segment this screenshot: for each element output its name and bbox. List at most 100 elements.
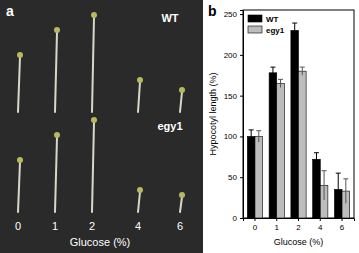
error-cap	[314, 152, 319, 153]
seedling-wt-cotyledon	[54, 27, 60, 33]
x-tick-mark	[254, 218, 255, 221]
seedling-wt-cotyledon	[179, 87, 185, 93]
x-tick-mark	[276, 218, 277, 221]
error-cap	[343, 178, 348, 179]
y-tick-label: 250	[224, 10, 238, 19]
seedling-wt-cotyledon	[137, 77, 143, 83]
x-tick: 2	[296, 218, 301, 232]
y-tick-mark	[240, 136, 243, 137]
x-tick-mark	[298, 218, 299, 221]
photo-x-label: 1	[52, 220, 58, 232]
y-tick: 200	[224, 51, 243, 60]
x-tick-mark	[342, 218, 343, 221]
y-tick-label: 200	[224, 51, 238, 60]
error-cap	[249, 129, 254, 130]
seedling-mutant	[18, 162, 20, 212]
x-tick: 4	[318, 218, 323, 232]
seedling-wt	[180, 92, 182, 112]
x-tick-label: 1	[275, 223, 280, 232]
error-cap	[278, 79, 283, 80]
y-tick-label: 50	[228, 173, 237, 182]
x-axis-title: Glucose (%)	[274, 237, 324, 247]
x-tick-label: 4	[318, 223, 323, 232]
y-axis-line	[240, 11, 244, 219]
row-label: egy1	[157, 120, 182, 132]
error-bar	[302, 67, 303, 75]
photo-x-title: Glucose (%)	[70, 236, 131, 248]
error-bar	[324, 171, 325, 200]
x-axis-line	[244, 219, 355, 222]
legend-label: egy1	[266, 26, 285, 35]
seedling-wt-cotyledon	[17, 52, 23, 58]
panel-label: a	[6, 3, 14, 19]
error-cap	[270, 67, 275, 68]
y-tick: 0	[233, 214, 243, 223]
bars	[247, 23, 349, 218]
seedling-mutant-cotyledon	[137, 187, 143, 193]
bar	[291, 30, 299, 218]
x-tick-mark	[320, 218, 321, 221]
bar	[277, 83, 285, 218]
figure: a WT egy1 0 1 2 4 6 Glucose (%) 0 50 100 150 200 250 0 1…	[0, 0, 359, 253]
error-bar	[345, 179, 346, 203]
photo-x-label: 6	[177, 220, 183, 232]
y-tick-mark	[240, 218, 243, 219]
bar	[255, 136, 263, 218]
seedling-mutant-cotyledon	[54, 132, 60, 138]
x-tick: 1	[275, 218, 280, 232]
error-cap	[256, 130, 261, 131]
seedling-mutant	[55, 137, 57, 212]
error-cap	[300, 67, 305, 68]
x-tick: 0	[253, 218, 258, 232]
error-bar	[272, 67, 273, 78]
y-tick-mark	[240, 14, 243, 15]
seedling-wt	[55, 32, 57, 112]
error-cap	[336, 173, 341, 174]
plot-frame	[243, 10, 354, 218]
y-tick: 100	[224, 132, 243, 141]
y-tick: 50	[228, 173, 243, 182]
y-tick-label: 150	[224, 92, 238, 101]
y-tick-label: 0	[233, 214, 238, 223]
x-tick-label: 0	[253, 223, 258, 232]
legend-swatch	[248, 26, 262, 33]
y-tick-mark	[240, 96, 243, 97]
x-axis: 0 1 2 4 6	[244, 218, 355, 232]
y-tick-mark	[240, 55, 243, 56]
y-axis: 0 50 100 150 200 250	[224, 10, 244, 223]
seedling-wt	[92, 17, 94, 112]
x-tick: 6	[340, 218, 345, 232]
photo-background	[0, 0, 203, 253]
x-tick-label: 6	[340, 223, 345, 232]
bar	[269, 73, 277, 218]
x-tick-label: 2	[296, 223, 301, 232]
seedling-mutant	[138, 192, 140, 212]
row-label: WT	[161, 12, 178, 24]
seedling-wt	[138, 82, 140, 112]
error-bar	[316, 153, 317, 166]
seedling-mutant	[92, 122, 94, 212]
seedling-mutant	[180, 197, 182, 212]
photo-x-label: 0	[15, 220, 21, 232]
seedling-mutant-cotyledon	[17, 157, 23, 163]
y-tick: 150	[224, 92, 243, 101]
panel-title: b	[208, 3, 217, 19]
bar	[247, 136, 255, 218]
photo-x-label: 2	[89, 220, 95, 232]
seedling-wt	[18, 57, 20, 112]
seedling-wt-cotyledon	[91, 12, 97, 18]
y-axis-title: Hypocotyl length (%)	[208, 72, 218, 155]
seedling-mutant-cotyledon	[179, 192, 185, 198]
legend-swatch	[248, 15, 262, 22]
legend-label: WT	[266, 15, 279, 24]
seedling-mutant-cotyledon	[91, 117, 97, 123]
y-tick-label: 100	[224, 132, 238, 141]
error-cap	[322, 170, 327, 171]
bar	[299, 71, 307, 218]
bar	[313, 159, 321, 218]
legend: WT egy1	[248, 15, 285, 35]
error-bar	[338, 173, 339, 206]
photo-x-label: 4	[135, 220, 141, 232]
error-bar	[258, 131, 259, 142]
y-tick-mark	[240, 177, 243, 178]
